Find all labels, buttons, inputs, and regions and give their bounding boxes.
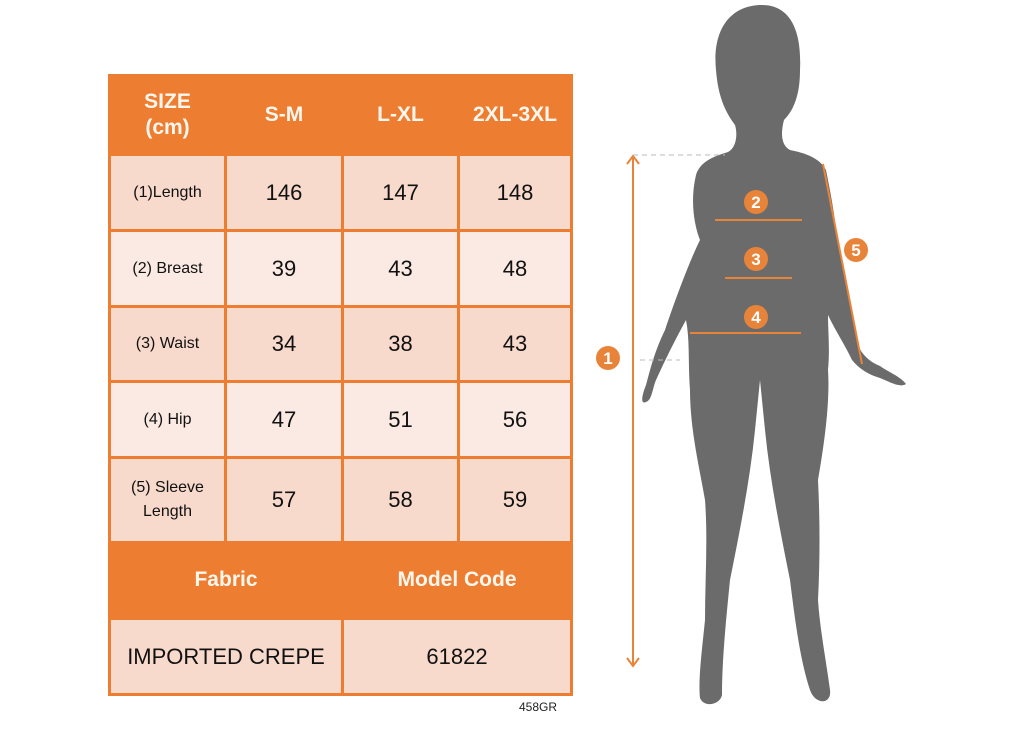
marker-2: 2: [744, 190, 768, 214]
cell: 148: [457, 153, 573, 232]
size-chart-table: SIZE (cm) S-M L-XL 2XL-3XL (1)Length 146 …: [108, 74, 573, 696]
cell: 51: [341, 380, 460, 459]
table-row: (4) Hip 47 51 56: [108, 380, 573, 459]
footer-row: IMPORTED CREPE 61822: [108, 617, 573, 696]
cell: 38: [341, 305, 460, 383]
arrow-head: [626, 154, 640, 165]
header-row: SIZE (cm) S-M L-XL 2XL-3XL: [108, 74, 573, 156]
model-code-header: Model Code: [341, 541, 573, 620]
measurement-lines: [626, 154, 863, 668]
cell: 43: [341, 229, 460, 308]
fabric-value: IMPORTED CREPE: [108, 617, 344, 696]
cell: 39: [224, 229, 344, 308]
cell: 147: [341, 153, 460, 232]
cell: 57: [224, 456, 344, 544]
marker-label: 4: [751, 308, 761, 327]
row-label: (2) Breast: [108, 229, 227, 308]
table-row: (5) Sleeve Length 57 58 59: [108, 456, 573, 544]
marker-5: 5: [844, 238, 868, 262]
row-label-line2: Length: [143, 503, 192, 520]
row-label: (4) Hip: [108, 380, 227, 459]
model-code-value: 61822: [341, 617, 573, 696]
marker-label: 1: [603, 349, 612, 368]
marker-3: 3: [744, 247, 768, 271]
marker-1: 1: [596, 346, 620, 370]
row-label-line1: (5) Sleeve: [131, 479, 204, 496]
arrow-head: [626, 657, 640, 668]
cell: 47: [224, 380, 344, 459]
marker-4: 4: [744, 305, 768, 329]
marker-label: 5: [851, 241, 860, 260]
fabric-header: Fabric: [108, 541, 344, 620]
size-header-line2: (cm): [145, 116, 190, 139]
col-header: 2XL-3XL: [457, 74, 573, 156]
cell: 146: [224, 153, 344, 232]
footer-header-row: Fabric Model Code: [108, 541, 573, 620]
silhouette: [642, 5, 906, 705]
cell: 48: [457, 229, 573, 308]
cell: 58: [341, 456, 460, 544]
marker-label: 3: [751, 250, 760, 269]
size-header-line1: SIZE: [144, 89, 191, 113]
cell: 56: [457, 380, 573, 459]
col-header: S-M: [224, 74, 344, 156]
row-label: (5) Sleeve Length: [108, 456, 227, 544]
table-row: (3) Waist 34 38 43: [108, 305, 573, 383]
size-header: SIZE (cm): [108, 74, 227, 156]
cell: 59: [457, 456, 573, 544]
marker-label: 2: [751, 193, 760, 212]
col-header: L-XL: [341, 74, 460, 156]
row-label: (1)Length: [108, 153, 227, 232]
sleeve-line: [822, 163, 863, 365]
row-label: (3) Waist: [108, 305, 227, 383]
body-measurement-figure: 1 2 3 4 5: [596, 5, 906, 705]
table-row: (2) Breast 39 43 48: [108, 229, 573, 308]
cell: 43: [457, 305, 573, 383]
cell: 34: [224, 305, 344, 383]
product-code: 458GR: [519, 700, 558, 714]
table-row: (1)Length 146 147 148: [108, 153, 573, 232]
